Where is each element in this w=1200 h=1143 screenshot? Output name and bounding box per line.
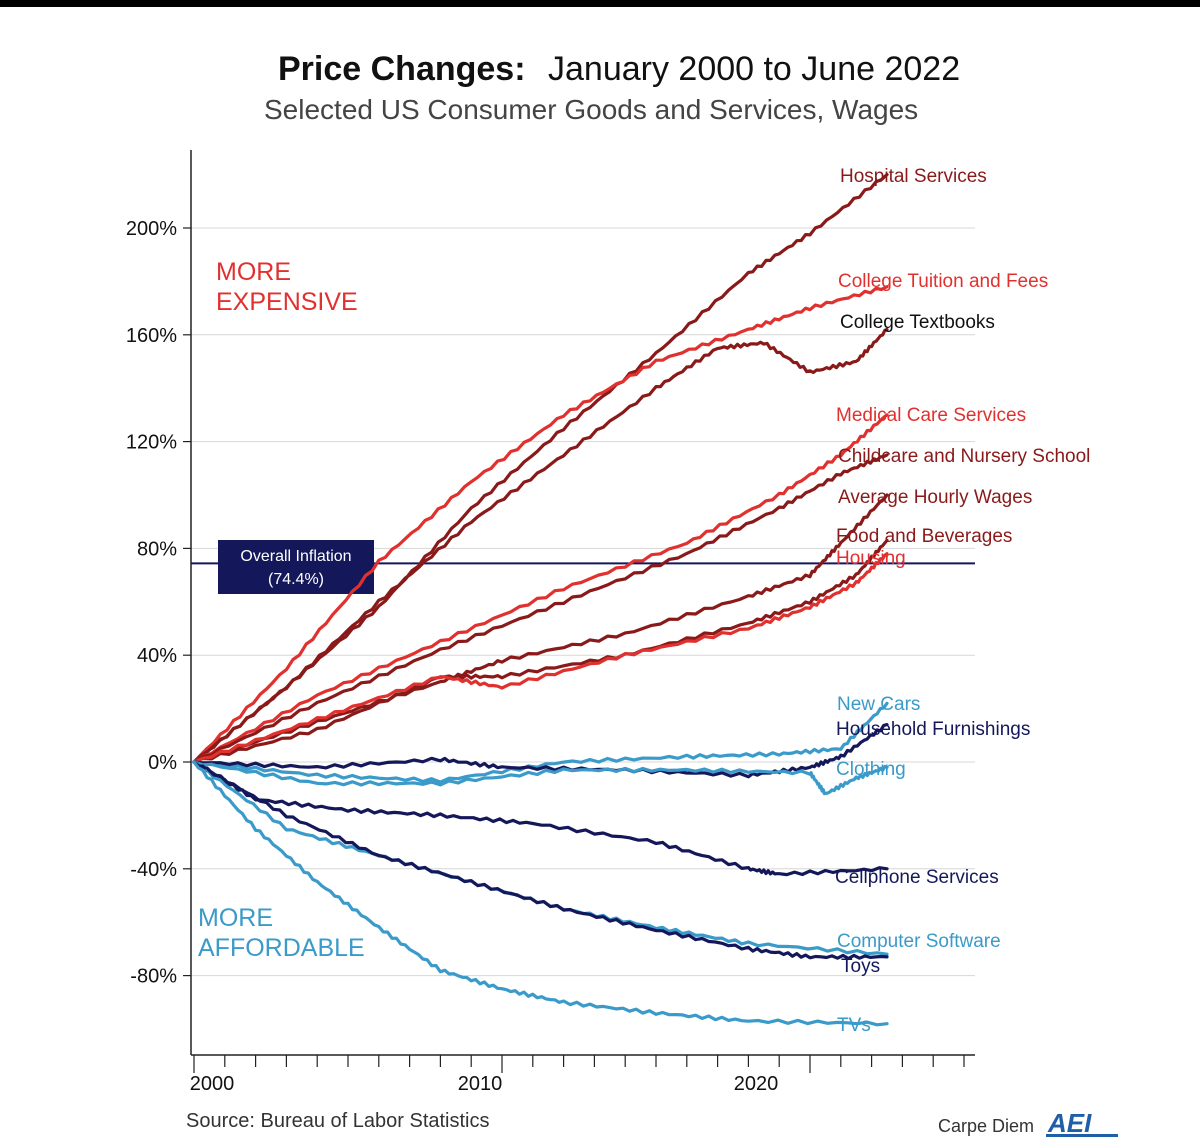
series-line bbox=[192, 552, 889, 764]
series-label: Cellphone Services bbox=[835, 867, 999, 888]
series-label: New Cars bbox=[837, 694, 920, 715]
series-label: TVs bbox=[837, 1015, 871, 1036]
aei-logo-text: AEI bbox=[1047, 1108, 1092, 1138]
series-label: Computer Software bbox=[837, 931, 1001, 952]
top-border bbox=[0, 0, 1200, 7]
series-layer bbox=[192, 173, 889, 1027]
x-tick-label: 2020 bbox=[734, 1073, 779, 1095]
series-line bbox=[192, 701, 889, 784]
chart-subtitle: Selected US Consumer Goods and Services,… bbox=[264, 94, 918, 125]
zone-label-more: MORE bbox=[216, 258, 291, 286]
series-label: Hospital Services bbox=[840, 166, 987, 187]
series-line bbox=[192, 760, 889, 956]
series-line bbox=[192, 173, 889, 764]
overall-inflation-label: Overall Inflation bbox=[240, 548, 351, 565]
series-label: Clothing bbox=[836, 759, 906, 780]
aei-logo-underline bbox=[1046, 1134, 1118, 1137]
label-layer: Hospital Services College Tuition and Fee… bbox=[835, 166, 1090, 1036]
aei-logo: AEI bbox=[1046, 1108, 1118, 1138]
zone-label-affordable: AFFORDABLE bbox=[198, 934, 365, 962]
series-line bbox=[192, 493, 889, 764]
series-line bbox=[192, 760, 889, 1027]
axis-layer: 200% 160% 120% 80% 40% 0% -40% -80% 2000 2010 2020 bbox=[126, 150, 975, 1095]
y-tick-label: 0% bbox=[148, 752, 177, 774]
series-label: Average Hourly Wages bbox=[838, 487, 1032, 508]
y-tick-label: -80% bbox=[130, 966, 177, 988]
y-tick-label: -40% bbox=[130, 859, 177, 881]
grid-layer bbox=[191, 227, 975, 977]
x-tick-label: 2000 bbox=[190, 1073, 235, 1095]
series-line bbox=[192, 285, 889, 764]
series-line bbox=[192, 453, 889, 764]
chart-title-date-range: January 2000 to June 2022 bbox=[548, 50, 960, 88]
y-tick-label: 80% bbox=[137, 538, 177, 560]
y-tick-label: 120% bbox=[126, 432, 177, 454]
series-line bbox=[192, 413, 889, 764]
reference-layer: Overall Inflation (74.4%) bbox=[191, 540, 975, 594]
series-line bbox=[192, 760, 889, 796]
series-line bbox=[192, 760, 889, 877]
y-tick-label: 40% bbox=[137, 645, 177, 667]
zone-label-more-affordable-1: MORE bbox=[198, 904, 273, 932]
zone-label-expensive: EXPENSIVE bbox=[216, 288, 358, 316]
series-label: College Textbooks bbox=[840, 312, 995, 333]
source-note: Source: Bureau of Labor Statistics bbox=[186, 1110, 490, 1132]
series-label: College Tuition and Fees bbox=[838, 271, 1048, 292]
series-label: Medical Care Services bbox=[836, 405, 1026, 426]
series-label: Food and Beverages bbox=[836, 526, 1012, 547]
overall-inflation-value: (74.4%) bbox=[268, 571, 324, 588]
series-line bbox=[192, 760, 889, 961]
series-label: Housing bbox=[836, 548, 906, 569]
overall-inflation-box bbox=[218, 540, 374, 594]
chart-title: Price Changes: bbox=[278, 50, 526, 88]
series-label: Toys bbox=[841, 956, 880, 977]
x-tick-label: 2010 bbox=[458, 1073, 503, 1095]
series-line bbox=[192, 327, 889, 764]
series-label: Childcare and Nursery School bbox=[838, 446, 1090, 467]
y-tick-label: 200% bbox=[126, 218, 177, 240]
series-label: Household Furnishings bbox=[836, 719, 1030, 740]
brand-name: Carpe Diem bbox=[938, 1116, 1034, 1136]
y-tick-label: 160% bbox=[126, 325, 177, 347]
